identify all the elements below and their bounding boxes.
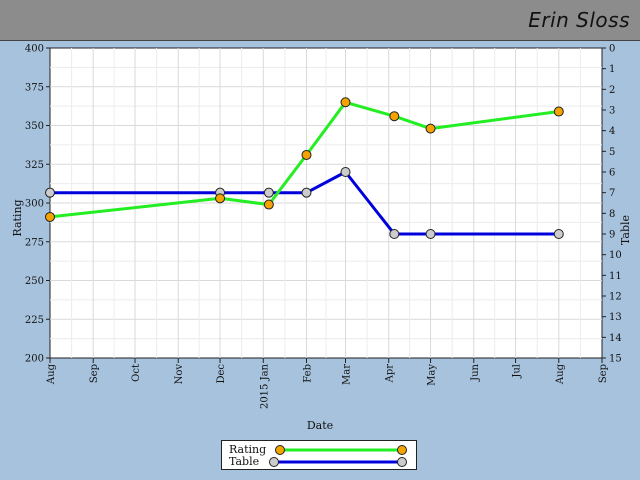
x-tick-label: Feb <box>302 364 313 383</box>
series-group <box>45 97 564 239</box>
point-table <box>301 187 312 198</box>
x-tick-label: Aug <box>555 363 566 385</box>
series-line-rating <box>49 100 559 219</box>
y2-tick-label: 2 <box>609 85 615 96</box>
x-tick-label: Sep <box>89 364 100 383</box>
point-rating <box>263 199 274 210</box>
y2-tick-label: 8 <box>609 209 615 220</box>
y2-tick-label: 5 <box>609 147 615 158</box>
y2-tick-label: 12 <box>609 292 622 303</box>
y2-tick-label: 9 <box>609 230 615 241</box>
y-tick-label: 325 <box>25 160 44 171</box>
legend-label-table: Table <box>229 455 260 468</box>
point-table <box>340 167 351 177</box>
x-tick-label: Mar <box>342 364 353 385</box>
x-tick-label: Jul <box>512 364 523 379</box>
y-tick-label: 400 <box>25 44 44 55</box>
legend: Rating Table <box>221 440 417 470</box>
y2-tick-label: 11 <box>609 271 622 282</box>
point-rating <box>389 111 400 122</box>
y2-tick-label: 7 <box>609 188 615 199</box>
y2-tick-label: 3 <box>609 106 615 117</box>
x-tick-label: Jun <box>470 363 481 381</box>
point-rating <box>45 211 55 222</box>
y2-tick-label: 10 <box>609 250 622 261</box>
point-rating <box>553 106 564 117</box>
y2-tick-label: 4 <box>609 126 615 137</box>
point-table <box>263 187 274 198</box>
point-table <box>389 229 400 239</box>
x-tick-label: Apr <box>385 364 396 384</box>
point-rating <box>425 123 436 134</box>
point-table <box>553 229 564 239</box>
legend-item-table: Table <box>222 455 418 469</box>
y2-tick-label: 13 <box>609 312 622 323</box>
point-rating <box>340 97 351 108</box>
y-tick-label: 250 <box>25 276 44 287</box>
y-axis-title: Rating <box>11 199 24 236</box>
x-axis-title: Date <box>307 419 333 432</box>
x-tick-label: Dec <box>216 364 227 384</box>
x-tick-label: May <box>427 364 438 386</box>
point-rating <box>215 193 226 204</box>
x-tick-label: 2015 Jan <box>259 363 270 409</box>
y2-axis-title: Table <box>619 215 632 245</box>
y2-tick-label: 14 <box>609 333 622 344</box>
x-axis: Aug Sep Oct Nov Dec 2015 Jan Feb Mar Apr May Jun Ju… <box>46 358 609 409</box>
player-name: Erin Sloss <box>528 8 630 32</box>
point-table <box>425 229 436 239</box>
series-line-table <box>50 170 559 236</box>
header-bar: Erin Sloss <box>0 0 640 41</box>
y2-tick-label: 1 <box>609 64 615 75</box>
y2-tick-label: 15 <box>609 354 622 365</box>
y-tick-label: 300 <box>25 199 44 210</box>
x-tick-label: Oct <box>131 364 142 382</box>
y-tick-label: 200 <box>25 354 44 365</box>
x-tick-label: Aug <box>46 363 57 385</box>
x-tick-label: Sep <box>598 364 609 383</box>
y-tick-label: 275 <box>25 237 44 248</box>
x-tick-label: Nov <box>174 364 185 385</box>
legend-item-rating: Rating <box>222 443 418 457</box>
legend-label-rating: Rating <box>229 443 267 456</box>
point-rating <box>301 149 312 160</box>
legend-swatch-rating <box>275 445 407 455</box>
point-table <box>45 187 55 198</box>
y-tick-label: 375 <box>25 82 44 93</box>
y-tick-label: 225 <box>25 315 44 326</box>
y-tick-label: 350 <box>25 121 44 132</box>
y2-tick-label: 6 <box>609 168 615 179</box>
y2-tick-label: 0 <box>609 44 615 55</box>
legend-swatch-table <box>269 457 407 467</box>
y-axis-left: 200 225 250 275 300 325 350 375 400 <box>25 44 50 365</box>
